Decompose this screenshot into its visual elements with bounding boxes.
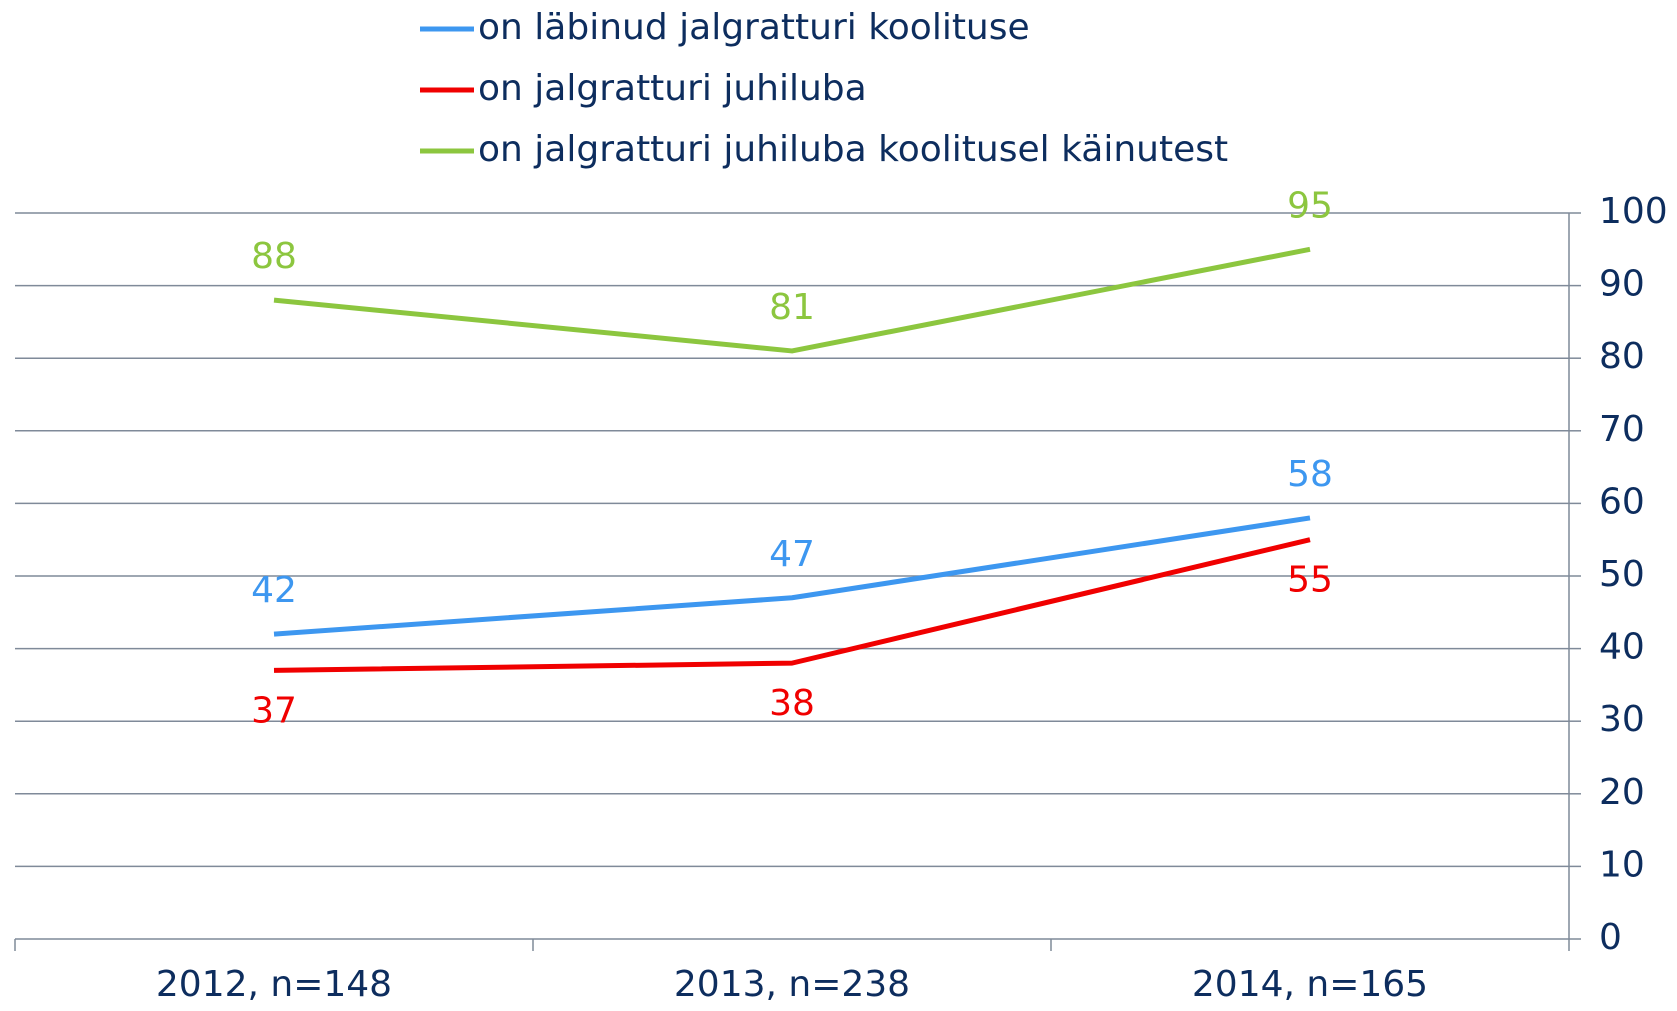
y-tick-label: 10 (1599, 844, 1645, 885)
legend-label: on jalgratturi juhiluba (478, 68, 867, 109)
y-tick-label: 0 (1599, 917, 1622, 958)
y-tick-label: 100 (1599, 191, 1668, 232)
y-tick-label: 60 (1599, 481, 1645, 522)
x-tick-label: 2014, n=165 (1192, 964, 1428, 1005)
data-label: 88 (251, 236, 297, 277)
data-label: 81 (769, 287, 815, 328)
legend-label: on jalgratturi juhiluba koolitusel käinu… (478, 129, 1228, 170)
x-tick-label: 2013, n=238 (674, 964, 910, 1005)
y-tick-label: 70 (1599, 409, 1645, 450)
series-line (273, 537, 1311, 673)
series-line (273, 515, 1311, 637)
y-tick-label: 20 (1599, 772, 1645, 813)
data-label: 58 (1287, 454, 1333, 495)
data-label: 38 (769, 683, 815, 724)
data-label: 37 (251, 690, 297, 731)
y-tick-label: 50 (1599, 554, 1645, 595)
series-line (273, 246, 1311, 354)
x-tick-label: 2012, n=148 (156, 964, 392, 1005)
y-tick-label: 30 (1599, 699, 1645, 740)
data-label: 95 (1287, 185, 1333, 226)
y-tick-label: 90 (1599, 264, 1645, 305)
y-tick-label: 40 (1599, 627, 1645, 668)
data-label: 47 (769, 534, 815, 575)
legend-label: on läbinud jalgratturi koolituse (478, 7, 1030, 48)
data-label: 42 (251, 570, 297, 611)
data-label: 55 (1287, 560, 1333, 601)
y-tick-label: 80 (1599, 336, 1645, 377)
